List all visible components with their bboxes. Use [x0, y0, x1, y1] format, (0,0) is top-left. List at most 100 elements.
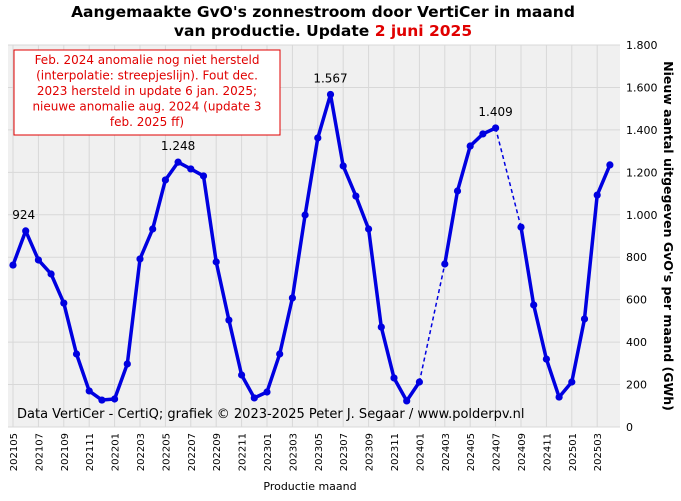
data-point — [250, 394, 258, 402]
data-point — [606, 161, 614, 169]
chart-title: van productie. Update — [174, 22, 369, 40]
interpolation-line — [494, 127, 522, 228]
data-point — [326, 90, 335, 99]
x-tick-label: 202303 — [288, 433, 299, 471]
data-point — [492, 124, 500, 132]
data-point — [199, 172, 208, 180]
data-point — [390, 374, 398, 382]
data-point — [593, 191, 601, 199]
y-tick-label: 1.200 — [626, 166, 658, 179]
x-tick-label: 202307 — [339, 433, 350, 471]
x-tick-label: 202403 — [441, 433, 452, 471]
data-label: 1.567 — [313, 71, 347, 85]
x-tick-label: 202501 — [568, 433, 579, 471]
x-axis-label: Productie maand — [263, 480, 356, 493]
data-label: 1.248 — [161, 139, 195, 153]
x-tick-label: 202407 — [492, 433, 503, 471]
data-point — [212, 258, 220, 266]
data-point — [136, 255, 144, 263]
x-tick-label: 202305 — [314, 433, 325, 471]
data-point — [377, 323, 385, 331]
data-point — [466, 142, 474, 150]
data-point — [542, 355, 551, 363]
y-tick-label: 600 — [626, 294, 647, 307]
data-point — [288, 294, 296, 302]
x-tick-label: 202207 — [187, 433, 198, 471]
data-point — [339, 162, 347, 170]
data-point — [174, 158, 182, 166]
source: Data VertiCer - CertiQ; grafiek © 2023-2… — [17, 407, 525, 422]
interpolation-line — [418, 263, 446, 383]
series-line — [519, 164, 612, 399]
title-date: 2 juni 2025 — [375, 22, 472, 40]
data-point — [415, 378, 423, 386]
x-tick-label: 202211 — [238, 433, 249, 471]
data-label: 924 — [12, 208, 35, 222]
x-tick-label: 202503 — [593, 433, 604, 471]
data-point — [47, 270, 55, 278]
y-tick-label: 800 — [626, 251, 647, 264]
data-point — [580, 315, 589, 323]
x-tick-label: 202401 — [415, 433, 426, 471]
y-axis-label: Nieuw aantal uitgegeven GvO's per maand … — [661, 61, 676, 411]
chart-title: van productie. Update 2 juni 2025 — [174, 22, 472, 40]
x-tick-label: 202111 — [85, 433, 96, 471]
y-tick-label: 400 — [626, 336, 647, 349]
x-tick-label: 202201 — [111, 433, 122, 471]
data-point — [263, 388, 271, 396]
chart-title: Aangemaakte GvO's zonnestroom door Verti… — [71, 3, 575, 21]
x-tick-label: 202311 — [390, 433, 401, 471]
data-point — [60, 299, 68, 307]
x-tick-label: 202411 — [542, 433, 553, 471]
y-tick-label: 200 — [626, 379, 647, 392]
y-tick-label: 1.600 — [626, 81, 658, 94]
data-point — [301, 211, 309, 219]
annotation-line: nieuwe anomalie aug. 2024 (update 3 — [32, 100, 261, 114]
data-point — [238, 371, 246, 379]
data-point — [22, 227, 30, 235]
data-point — [555, 393, 563, 401]
y-tick-label: 1.000 — [626, 209, 658, 222]
data-point — [161, 176, 169, 184]
data-point — [111, 395, 119, 403]
x-tick-label: 202405 — [466, 433, 477, 471]
x-tick-label: 202109 — [60, 433, 71, 471]
annotation-line: Feb. 2024 anomalie nog niet hersteld — [35, 53, 260, 67]
data-label: 1.409 — [478, 105, 512, 119]
y-tick-label: 0 — [626, 421, 633, 434]
data-point — [85, 387, 93, 395]
data-point — [123, 360, 131, 368]
annotation-line: 2023 hersteld in update 6 jan. 2025; — [37, 84, 257, 98]
x-tick-label: 202107 — [34, 433, 45, 471]
x-tick-label: 202205 — [161, 433, 172, 471]
y-tick-label: 1.400 — [626, 124, 658, 137]
data-point — [314, 134, 322, 142]
data-point — [72, 350, 81, 358]
data-point — [403, 397, 411, 405]
data-point — [98, 396, 106, 404]
x-tick-label: 202209 — [212, 433, 223, 471]
data-point — [276, 350, 284, 358]
x-tick-label: 202309 — [365, 433, 376, 471]
annotation: Feb. 2024 anomalie nog niet hersteld (int… — [32, 53, 261, 129]
data-point — [453, 187, 462, 195]
data-point — [149, 225, 157, 233]
x-tick-label: 202203 — [136, 433, 147, 471]
data-point — [225, 316, 233, 324]
annotation-line: (interpolatie: streepjeslijn). Fout dec. — [36, 69, 258, 83]
x-tick-label: 202105 — [9, 433, 20, 471]
data-point — [441, 260, 449, 268]
data-point — [34, 256, 43, 264]
data-point — [517, 223, 525, 231]
annotation-line: feb. 2025 ff) — [110, 115, 184, 129]
data-point — [187, 165, 195, 173]
annotation-box — [13, 49, 281, 136]
data-point — [479, 130, 487, 138]
x-tick-label: 202301 — [263, 433, 274, 471]
data-point — [568, 378, 576, 386]
data-point — [352, 192, 360, 200]
x-tick-label: 202409 — [517, 433, 528, 471]
data-point — [365, 225, 373, 233]
data-point — [530, 301, 538, 309]
